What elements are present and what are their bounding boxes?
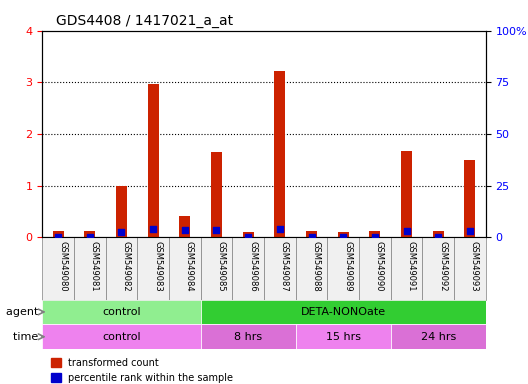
Point xyxy=(212,227,221,233)
Text: GSM549080: GSM549080 xyxy=(58,241,67,291)
Text: 15 hrs: 15 hrs xyxy=(326,332,361,342)
Text: control: control xyxy=(102,332,141,342)
Bar xyxy=(180,216,190,237)
Point xyxy=(117,229,126,235)
Text: GSM549088: GSM549088 xyxy=(312,241,320,291)
Text: GSM549086: GSM549086 xyxy=(248,241,257,291)
Text: DETA-NONOate: DETA-NONOate xyxy=(300,307,386,317)
Text: GSM549089: GSM549089 xyxy=(343,241,352,291)
Point xyxy=(149,226,157,232)
Point xyxy=(276,226,284,232)
Text: control: control xyxy=(102,307,141,317)
Text: agent: agent xyxy=(6,307,42,317)
Text: GSM549082: GSM549082 xyxy=(121,241,130,291)
FancyBboxPatch shape xyxy=(106,237,137,300)
Point xyxy=(371,234,379,240)
Text: GSM549090: GSM549090 xyxy=(375,241,384,291)
Bar xyxy=(201,300,486,324)
Bar xyxy=(401,151,412,237)
Text: GSM549091: GSM549091 xyxy=(407,241,416,291)
Point xyxy=(181,227,189,233)
Bar xyxy=(338,232,348,237)
Text: GDS4408 / 1417021_a_at: GDS4408 / 1417021_a_at xyxy=(55,14,233,28)
FancyBboxPatch shape xyxy=(327,237,359,300)
Bar xyxy=(211,152,222,237)
FancyBboxPatch shape xyxy=(74,237,106,300)
Point xyxy=(402,227,411,233)
Bar xyxy=(42,300,201,324)
Point xyxy=(434,234,442,240)
Text: GSM549087: GSM549087 xyxy=(280,241,289,291)
Point xyxy=(86,234,94,240)
Point xyxy=(244,234,252,240)
Point xyxy=(307,234,316,240)
FancyBboxPatch shape xyxy=(391,237,422,300)
FancyBboxPatch shape xyxy=(264,237,296,300)
FancyBboxPatch shape xyxy=(137,237,169,300)
FancyBboxPatch shape xyxy=(359,237,391,300)
Bar xyxy=(148,84,159,237)
FancyBboxPatch shape xyxy=(296,237,327,300)
FancyBboxPatch shape xyxy=(454,237,486,300)
Text: GSM549092: GSM549092 xyxy=(438,241,447,291)
Bar xyxy=(42,324,201,349)
Text: 8 hrs: 8 hrs xyxy=(234,332,262,342)
FancyBboxPatch shape xyxy=(169,237,201,300)
Bar xyxy=(369,231,380,237)
Bar xyxy=(201,324,296,349)
Bar xyxy=(275,71,285,237)
Point xyxy=(339,234,347,240)
Bar xyxy=(433,231,444,237)
Text: GSM549083: GSM549083 xyxy=(153,241,162,291)
FancyBboxPatch shape xyxy=(201,237,232,300)
Point xyxy=(54,234,62,240)
Point xyxy=(466,228,474,234)
Bar xyxy=(53,231,64,237)
Text: GSM549084: GSM549084 xyxy=(185,241,194,291)
Bar xyxy=(84,231,95,237)
FancyBboxPatch shape xyxy=(232,237,264,300)
Bar xyxy=(296,324,391,349)
FancyBboxPatch shape xyxy=(422,237,454,300)
Text: 24 hrs: 24 hrs xyxy=(421,332,456,342)
Bar xyxy=(242,232,253,237)
Text: GSM549093: GSM549093 xyxy=(470,241,479,291)
Bar xyxy=(116,186,127,237)
Text: GSM549085: GSM549085 xyxy=(216,241,225,291)
Text: GSM549081: GSM549081 xyxy=(90,241,99,291)
Bar xyxy=(306,231,317,237)
Text: time: time xyxy=(14,332,42,342)
Bar xyxy=(465,160,475,237)
Bar xyxy=(391,324,486,349)
FancyBboxPatch shape xyxy=(42,237,74,300)
Legend: transformed count, percentile rank within the sample: transformed count, percentile rank withi… xyxy=(47,354,238,384)
